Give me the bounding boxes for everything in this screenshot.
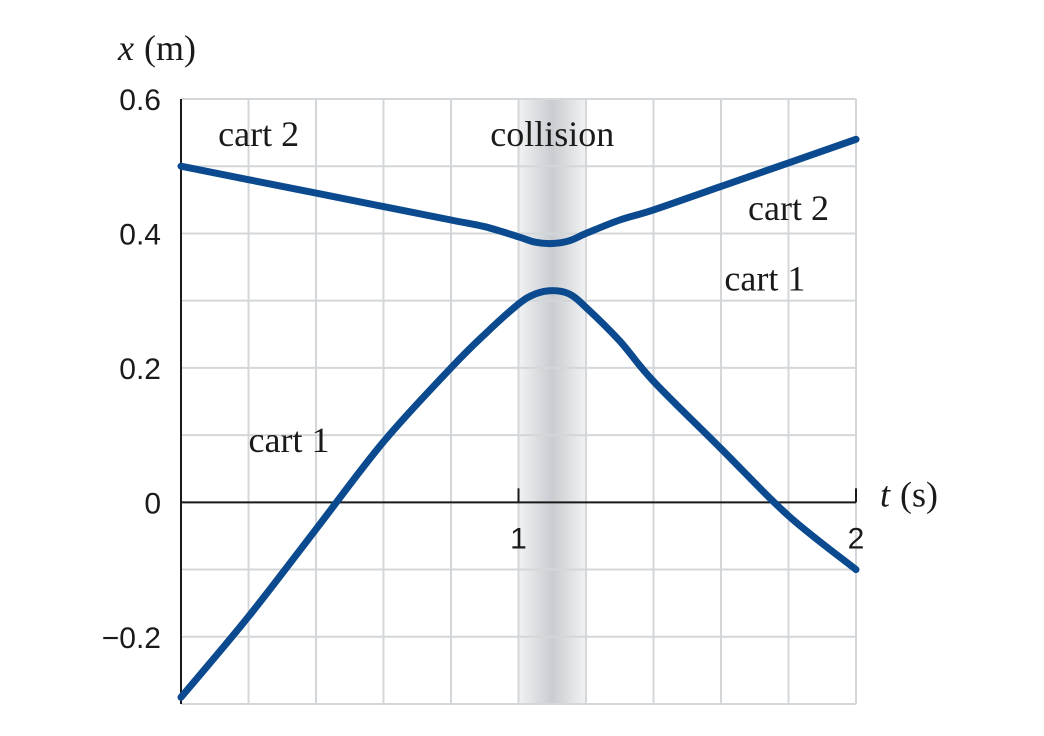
x-axis-title: t (s) — [880, 474, 938, 514]
series-line-cart-1 — [177, 287, 860, 701]
annotation-cart2-right: cart 2 — [748, 188, 829, 228]
series-line-cart-2 — [177, 135, 860, 248]
y-axis-title: x (m) — [117, 28, 196, 68]
annotation-collision: collision — [490, 114, 614, 154]
series-layer — [177, 135, 860, 701]
label-layer: collision cart 2 cart 2 cart 1 cart 1 — [218, 114, 829, 460]
y-tick-label: 0.4 — [119, 218, 161, 251]
axes-layer: 1 2 −0.2 0 0.2 0.4 0.6 x (m) t (s) — [102, 28, 938, 704]
y-axis-unit: (m) — [144, 28, 196, 68]
x-tick-label: 2 — [848, 522, 865, 555]
y-tick-label: 0.6 — [119, 84, 161, 117]
annotation-cart1-right: cart 1 — [724, 259, 805, 299]
y-tick-label: 0 — [144, 487, 161, 520]
annotation-cart1-left: cart 1 — [249, 420, 330, 460]
collision-band — [518, 99, 586, 704]
annotation-cart2-left: cart 2 — [218, 114, 299, 154]
x-tick-label: 1 — [510, 522, 527, 555]
y-axis-symbol: x — [117, 28, 134, 68]
y-tick-label: 0.2 — [119, 353, 161, 386]
x-axis-symbol: t — [880, 474, 891, 514]
collision-band-layer — [518, 99, 586, 704]
x-axis-unit: (s) — [900, 474, 938, 514]
y-tick-label: −0.2 — [102, 622, 161, 655]
